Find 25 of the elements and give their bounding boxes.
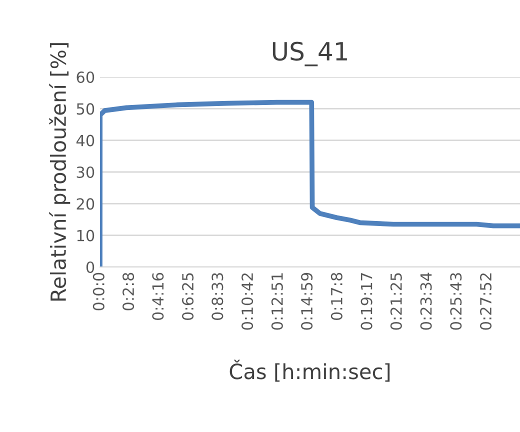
chart-title: US_41 xyxy=(272,42,347,66)
x-tick-label: 0:10:42 xyxy=(242,273,254,330)
y-tick-label: 0 xyxy=(86,261,94,274)
y-tick-label: 60 xyxy=(76,71,94,84)
y-tick-label: 50 xyxy=(76,103,94,115)
x-tick-label: 0:12:51 xyxy=(271,273,283,330)
y-tick-label: 30 xyxy=(76,166,94,178)
x-tick-label: 0:23:34 xyxy=(420,272,432,330)
x-tick-label: 0:14:59 xyxy=(301,272,313,330)
x-tick-label: 0:8:33 xyxy=(212,273,224,320)
x-tick-label: 0:0:0 xyxy=(92,272,104,310)
x-tick-label: 0:27:52 xyxy=(480,273,492,330)
y-tick-label: 10 xyxy=(77,230,94,242)
y-tick-label: 40 xyxy=(76,134,94,146)
x-tick-label: 0:2:8 xyxy=(122,272,134,310)
x-axis-title: Čas [h:min:sec] xyxy=(230,360,390,382)
line-series xyxy=(100,100,520,267)
x-tick-label: 0:25:43 xyxy=(450,273,462,330)
x-tick-label: 0:4:16 xyxy=(152,272,164,320)
x-tick-label: 0:17:8 xyxy=(330,272,342,320)
x-tick-label: 0:19:17 xyxy=(360,273,372,330)
y-tick-label: 20 xyxy=(76,198,94,210)
y-axis-title: Relativní prodloužení [%] xyxy=(49,43,70,301)
x-tick-label: 0:6:25 xyxy=(182,273,194,320)
x-tick-label: 0:21:25 xyxy=(390,273,402,330)
